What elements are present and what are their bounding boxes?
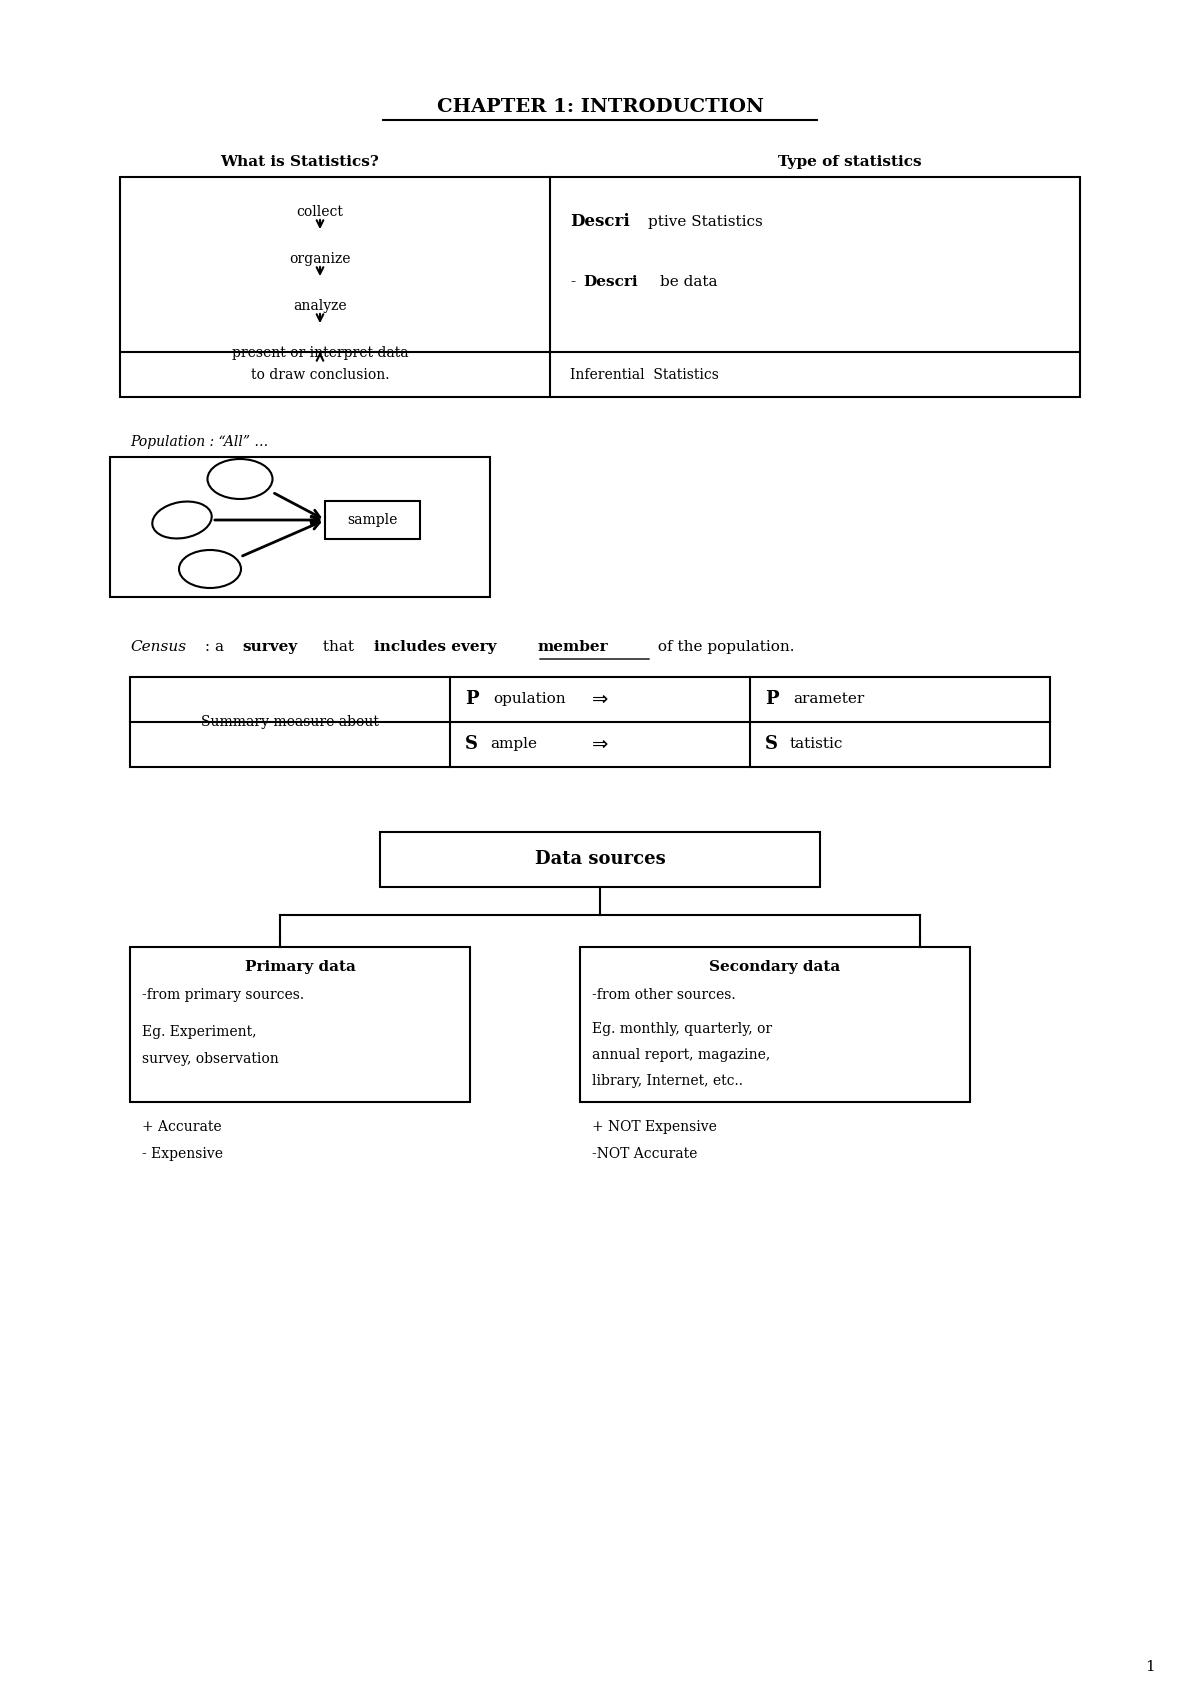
- Text: What is Statistics?: What is Statistics?: [221, 154, 379, 170]
- Text: Census: Census: [130, 640, 186, 653]
- Text: 1: 1: [1145, 1660, 1154, 1673]
- Text: survey, observation: survey, observation: [142, 1052, 278, 1066]
- Bar: [580, 947, 970, 1101]
- Text: -NOT Accurate: -NOT Accurate: [592, 1147, 697, 1161]
- Text: arameter: arameter: [793, 692, 864, 706]
- Bar: [110, 456, 490, 597]
- Text: be data: be data: [660, 275, 718, 288]
- Text: includes every: includes every: [374, 640, 502, 653]
- Text: sample: sample: [347, 512, 397, 528]
- Text: analyze: analyze: [293, 299, 347, 312]
- Text: Eg. monthly, quarterly, or: Eg. monthly, quarterly, or: [592, 1022, 772, 1035]
- Text: tatistic: tatistic: [790, 738, 844, 752]
- Text: Primary data: Primary data: [245, 961, 355, 974]
- Text: opulation: opulation: [493, 692, 565, 706]
- Text: S: S: [466, 735, 478, 753]
- Text: P: P: [466, 691, 479, 709]
- Text: library, Internet, etc..: library, Internet, etc..: [592, 1074, 743, 1088]
- Text: present or interpret data: present or interpret data: [232, 346, 408, 360]
- Text: -: -: [570, 275, 575, 288]
- Text: -from other sources.: -from other sources.: [592, 988, 736, 1001]
- Bar: [380, 832, 820, 888]
- Text: Descri: Descri: [570, 214, 630, 231]
- Bar: [325, 501, 420, 540]
- Text: ⇒: ⇒: [592, 691, 608, 709]
- Text: CHAPTER 1: INTRODUCTION: CHAPTER 1: INTRODUCTION: [437, 98, 763, 115]
- Bar: [120, 176, 1080, 397]
- Text: to draw conclusion.: to draw conclusion.: [251, 368, 389, 382]
- Text: Data sources: Data sources: [535, 850, 665, 869]
- Text: Secondary data: Secondary data: [709, 961, 841, 974]
- Text: Eg. Experiment,: Eg. Experiment,: [142, 1025, 257, 1039]
- Text: Population : “All” …: Population : “All” …: [130, 434, 269, 450]
- Text: + Accurate: + Accurate: [142, 1120, 222, 1134]
- Text: S: S: [766, 735, 778, 753]
- Text: Descri: Descri: [583, 275, 637, 288]
- Text: member: member: [538, 640, 607, 653]
- Ellipse shape: [208, 458, 272, 499]
- Text: ptive Statistics: ptive Statistics: [648, 216, 763, 229]
- Text: - Expensive: - Expensive: [142, 1147, 223, 1161]
- Text: P: P: [766, 691, 779, 709]
- Text: ⇒: ⇒: [592, 735, 608, 753]
- Text: + NOT Expensive: + NOT Expensive: [592, 1120, 716, 1134]
- Text: organize: organize: [289, 251, 350, 266]
- Ellipse shape: [179, 550, 241, 587]
- Text: : a: : a: [200, 640, 229, 653]
- Text: Summary measure about: Summary measure about: [202, 714, 379, 730]
- Text: -from primary sources.: -from primary sources.: [142, 988, 304, 1001]
- Text: Type of statistics: Type of statistics: [778, 154, 922, 170]
- Text: annual report, magazine,: annual report, magazine,: [592, 1049, 770, 1062]
- Text: that: that: [318, 640, 359, 653]
- Bar: [130, 947, 470, 1101]
- Text: Inferential  Statistics: Inferential Statistics: [570, 368, 719, 382]
- Text: ample: ample: [490, 738, 538, 752]
- Text: survey: survey: [242, 640, 298, 653]
- Text: collect: collect: [296, 205, 343, 219]
- Text: of the population.: of the population.: [653, 640, 794, 653]
- Bar: [130, 677, 1050, 767]
- Ellipse shape: [152, 502, 211, 538]
